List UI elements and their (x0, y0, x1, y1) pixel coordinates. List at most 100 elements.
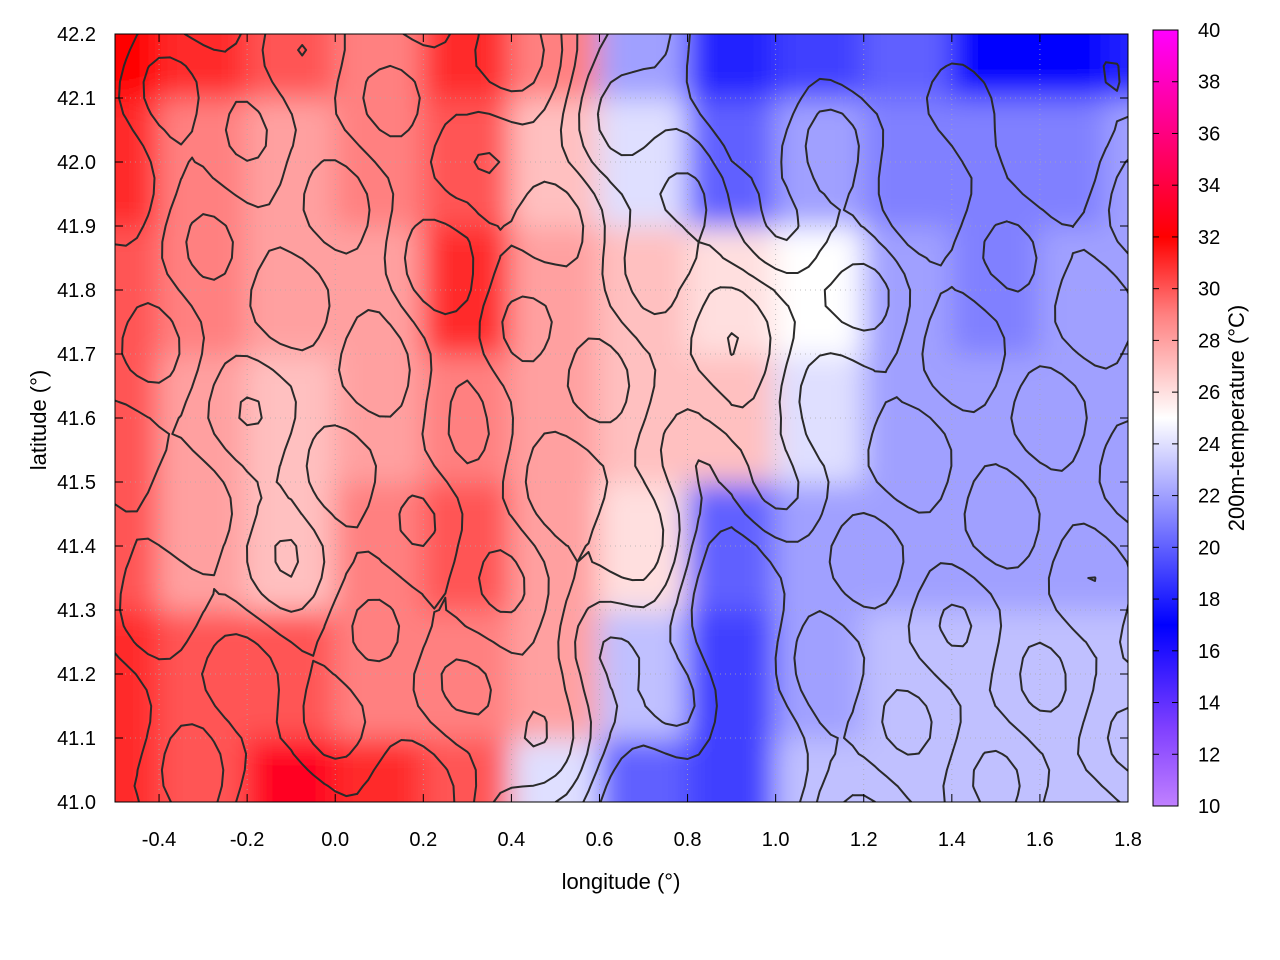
heat-cell (334, 481, 425, 611)
heat-cell (862, 34, 953, 99)
y-tick-label: 41.7 (57, 344, 96, 366)
x-tick-label: -0.4 (142, 829, 176, 851)
heat-cell (334, 737, 425, 802)
heatmap-field (115, 34, 1128, 802)
heat-cell (115, 34, 161, 99)
x-tick-label: 0.4 (497, 829, 525, 851)
heat-cell (1038, 34, 1107, 99)
contour-line (185, 34, 772, 802)
heat-cell (422, 737, 513, 802)
contour-line (115, 34, 545, 802)
heat-cell (774, 225, 865, 355)
colorbar-title: 200m-temperature (°C) (1224, 305, 1249, 531)
heat-cell (246, 737, 337, 802)
x-tick-label: -0.2 (230, 829, 264, 851)
y-tick-label: 41.1 (57, 728, 96, 750)
heat-cell (422, 353, 513, 483)
heat-cell (1038, 97, 1107, 227)
y-tick-label: 41.3 (57, 600, 96, 622)
x-tick-label: 0.8 (674, 829, 702, 851)
x-axis-ticks: -0.4 -0.2 0.0 0.2 0.4 0.6 0.8 1.0 1.2 1.4 1.6 1.8 (142, 34, 1142, 851)
contour-line (238, 34, 1128, 802)
heat-cell (334, 97, 425, 227)
colorbar-tick-label: 20 (1198, 537, 1220, 559)
heat-cell (422, 481, 513, 611)
heat-cell (598, 481, 689, 611)
colorbar-tick-label: 14 (1198, 693, 1220, 715)
heat-cell (334, 34, 425, 99)
y-tick-label: 41.2 (57, 664, 96, 686)
heat-cell (1038, 353, 1107, 483)
heat-cell (862, 97, 953, 227)
heat-cell (158, 34, 249, 99)
heat-cell (686, 737, 777, 802)
y-tick-label: 41.5 (57, 472, 96, 494)
heat-cell (422, 225, 513, 355)
y-tick-label: 42.1 (57, 88, 96, 110)
heat-cell (1104, 34, 1128, 99)
colorbar-tick-label: 10 (1198, 796, 1220, 818)
colorbar-tick-label: 36 (1198, 123, 1220, 145)
x-tick-label: 1.2 (850, 829, 878, 851)
x-tick-label: 0.6 (586, 829, 614, 851)
heat-cell (246, 34, 337, 99)
y-axis-title: latitude (°) (26, 370, 51, 471)
y-tick-label: 41.4 (57, 536, 96, 558)
y-axis-ticks: 41.0 41.1 41.2 41.3 41.4 41.5 41.6 41.7 41.8 41.9… (57, 24, 1128, 814)
contour-line (115, 34, 739, 802)
heat-cell (158, 737, 249, 802)
heat-cell (1038, 737, 1107, 802)
heat-cell (862, 353, 953, 483)
heat-cell (950, 737, 1041, 802)
heat-cell (1104, 481, 1128, 611)
colorbar-tick-label: 12 (1198, 744, 1220, 766)
heat-cell (774, 353, 865, 483)
y-tick-label: 41.8 (57, 280, 96, 302)
colorbar-tick-label: 16 (1198, 641, 1220, 663)
heat-cell (598, 97, 689, 227)
heat-cell (774, 609, 865, 739)
y-tick-label: 42.2 (57, 24, 96, 46)
heat-cell (422, 609, 513, 739)
heat-cell (246, 609, 337, 739)
heat-cell (686, 609, 777, 739)
heat-cell (598, 225, 689, 355)
x-tick-label: 0.2 (409, 829, 437, 851)
colorbar-tick-label: 30 (1198, 279, 1220, 301)
heat-cell (422, 97, 513, 227)
colorbar-tick-label: 34 (1198, 175, 1220, 197)
heat-cell (158, 481, 249, 611)
contour-line (599, 34, 1128, 802)
y-tick-label: 41.0 (57, 792, 96, 814)
y-tick-label: 42.0 (57, 152, 96, 174)
x-axis-title: longitude (°) (562, 869, 681, 894)
heat-cell (246, 225, 337, 355)
colorbar-tick-label: 22 (1198, 486, 1220, 508)
colorbar-tick-label: 28 (1198, 330, 1220, 352)
x-tick-label: 1.4 (938, 829, 966, 851)
colorbar-tick-label: 18 (1198, 589, 1220, 611)
heat-cell (1038, 225, 1107, 355)
y-tick-label: 41.9 (57, 216, 96, 238)
terrain-contours (115, 34, 1128, 802)
colorbar-tick-label: 40 (1198, 20, 1220, 42)
heat-cell (774, 481, 865, 611)
colorbar-tick-label: 24 (1198, 434, 1220, 456)
colorbar (1152, 29, 1179, 807)
colorbar-tick-label: 32 (1198, 227, 1220, 249)
colorbar-ticks: 10 12 14 16 18 20 22 24 26 28 30 32 34 36 38 40 (1153, 20, 1220, 818)
heat-cell (510, 737, 601, 802)
heat-cell (686, 34, 777, 99)
heat-cell (598, 609, 689, 739)
heat-cell (862, 225, 953, 355)
heat-cell (246, 353, 337, 483)
heat-cell (1104, 353, 1128, 483)
heat-cell (950, 34, 1041, 99)
x-tick-label: 1.6 (1026, 829, 1054, 851)
heat-cell (158, 609, 249, 739)
contour-line (582, 34, 1128, 802)
heat-cell (1104, 609, 1128, 739)
x-tick-label: 1.8 (1114, 829, 1142, 851)
x-tick-label: 0.0 (321, 829, 349, 851)
